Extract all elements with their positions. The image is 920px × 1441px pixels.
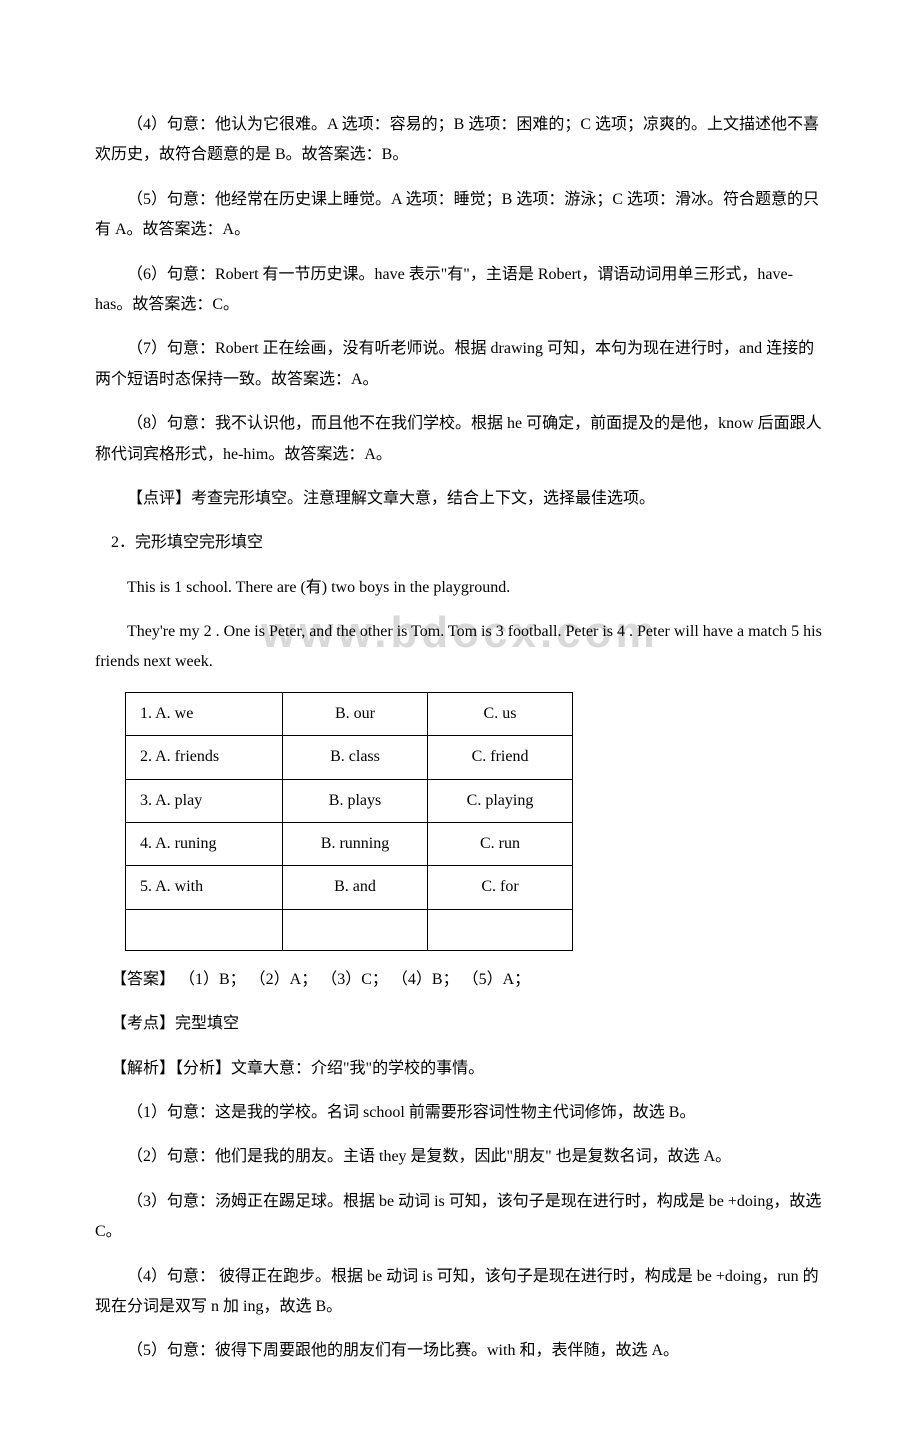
explanation-q2-4: （4）句意： 彼得正在跑步。根据 be 动词 is 可知，该句子是现在进行时，构… bbox=[95, 1262, 825, 1323]
table-cell: C. friend bbox=[428, 736, 573, 779]
table-cell: B. and bbox=[283, 866, 428, 909]
explanation-8: （8）句意：我不认识他，而且他不在我们学校。根据 he 可确定，前面提及的是他，… bbox=[95, 409, 825, 470]
explanation-7: （7）句意：Robert 正在绘画，没有听老师说。根据 drawing 可知，本… bbox=[95, 334, 825, 395]
explanation-q2-3: （3）句意：汤姆正在踢足球。根据 be 动词 is 可知，该句子是现在进行时，构… bbox=[95, 1187, 825, 1248]
document-body: （4）句意：他认为它很难。A 选项：容易的；B 选项：困难的；C 选项；凉爽的。… bbox=[0, 0, 920, 1441]
table-cell: B. plays bbox=[283, 779, 428, 822]
table-cell: C. for bbox=[428, 866, 573, 909]
table-row: 1. A. we B. our C. us bbox=[126, 692, 573, 735]
explanation-5: （5）句意：他经常在历史课上睡觉。A 选项：睡觉；B 选项：游泳；C 选项：滑冰… bbox=[95, 185, 825, 246]
kaodian-line: 【考点】完型填空 bbox=[95, 1009, 825, 1039]
table-cell: 1. A. we bbox=[126, 692, 283, 735]
explanation-6: （6）句意：Robert 有一节历史课。have 表示"有"，主语是 Rober… bbox=[95, 260, 825, 321]
table-cell: C. playing bbox=[428, 779, 573, 822]
table-cell: B. class bbox=[283, 736, 428, 779]
table-cell: B. running bbox=[283, 823, 428, 866]
table-row: 4. A. runing B. running C. run bbox=[126, 823, 573, 866]
explanation-q2-2: （2）句意：他们是我的朋友。主语 they 是复数，因此"朋友" 也是复数名词，… bbox=[95, 1142, 825, 1172]
table-cell: C. run bbox=[428, 823, 573, 866]
table-cell bbox=[126, 909, 283, 950]
table-row-empty bbox=[126, 909, 573, 950]
comment-paragraph: 【点评】考查完形填空。注意理解文章大意，结合上下文，选择最佳选项。 bbox=[95, 484, 825, 514]
table-cell: B. our bbox=[283, 692, 428, 735]
question-2-passage-2: They're my 2 . One is Peter, and the oth… bbox=[95, 617, 825, 678]
table-cell: 2. A. friends bbox=[126, 736, 283, 779]
table-row: 5. A. with B. and C. for bbox=[126, 866, 573, 909]
table-cell bbox=[428, 909, 573, 950]
options-table: 1. A. we B. our C. us 2. A. friends B. c… bbox=[125, 692, 573, 951]
answer-line: 【答案】 （1）B； （2）A； （3）C； （4）B； （5）A； bbox=[95, 965, 825, 995]
table-cell: 3. A. play bbox=[126, 779, 283, 822]
explanation-q2-5: （5）句意：彼得下周要跟他的朋友们有一场比赛。with 和，表伴随，故选 A。 bbox=[95, 1336, 825, 1366]
question-2-title: 2．完形填空完形填空 bbox=[95, 528, 825, 558]
explanation-4: （4）句意：他认为它很难。A 选项：容易的；B 选项：困难的；C 选项；凉爽的。… bbox=[95, 110, 825, 171]
table-cell: 4. A. runing bbox=[126, 823, 283, 866]
analysis-intro: 【解析】【分析】文章大意：介绍"我"的学校的事情。 bbox=[95, 1054, 825, 1084]
question-2-passage-1: This is 1 school. There are (有) two boys… bbox=[95, 573, 825, 603]
table-cell: 5. A. with bbox=[126, 866, 283, 909]
explanation-q2-1: （1）句意：这是我的学校。名词 school 前需要形容词性物主代词修饰，故选 … bbox=[95, 1098, 825, 1128]
table-row: 3. A. play B. plays C. playing bbox=[126, 779, 573, 822]
table-row: 2. A. friends B. class C. friend bbox=[126, 736, 573, 779]
table-cell bbox=[283, 909, 428, 950]
table-cell: C. us bbox=[428, 692, 573, 735]
